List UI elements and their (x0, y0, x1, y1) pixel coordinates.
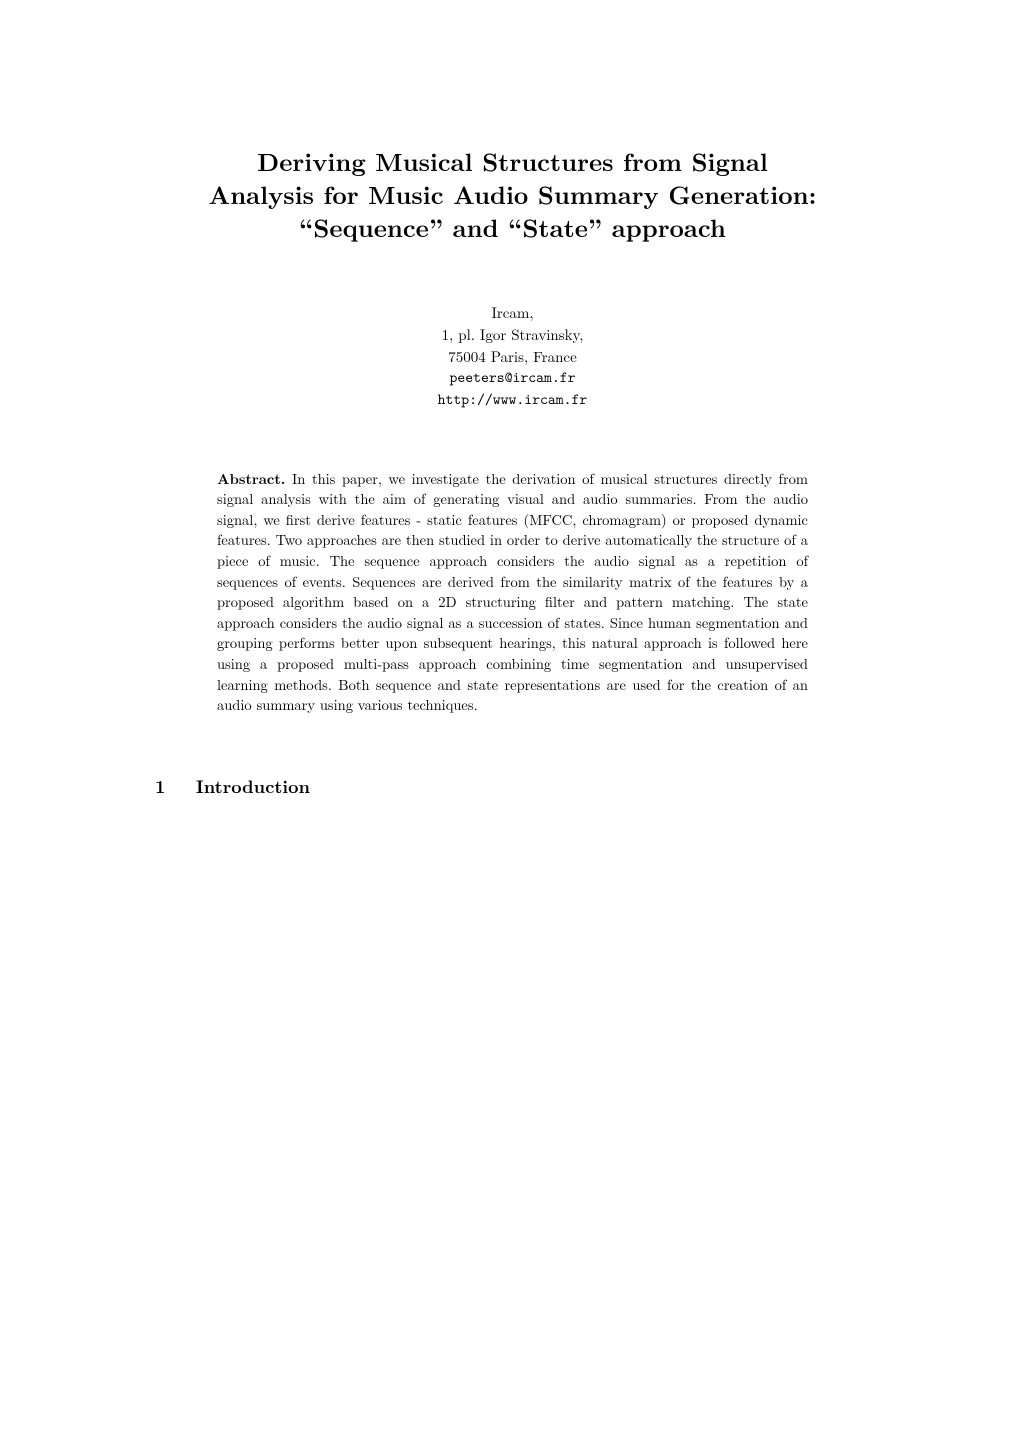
affiliation-url: http://www.ircam.fr (155, 389, 870, 411)
section-heading: 1 Introduction (155, 774, 870, 799)
affiliation-block: Ircam, 1, pl. Igor Stravinsky, 75004 Par… (155, 302, 870, 411)
affiliation-address-1: 1, pl. Igor Stravinsky, (155, 324, 870, 346)
abstract-text: In this paper, we investigate the deriva… (217, 469, 808, 715)
abstract-label: Abstract. (217, 469, 285, 489)
title-line-3: “Sequence” and “State” approach (299, 210, 726, 245)
title-line-2: Analysis for Music Audio Summary Generat… (208, 177, 816, 212)
title-line-1: Deriving Musical Structures from Signal (257, 144, 768, 179)
abstract-block: Abstract. In this paper, we investigate … (217, 469, 808, 716)
affiliation-address-2: 75004 Paris, France (155, 346, 870, 368)
page-title: Deriving Musical Structures from Signal … (155, 145, 870, 244)
affiliation-org: Ircam, (155, 302, 870, 324)
affiliation-email: peeters@ircam.fr (155, 367, 870, 389)
section-title: Introduction (196, 774, 310, 799)
section-number: 1 (155, 774, 189, 799)
